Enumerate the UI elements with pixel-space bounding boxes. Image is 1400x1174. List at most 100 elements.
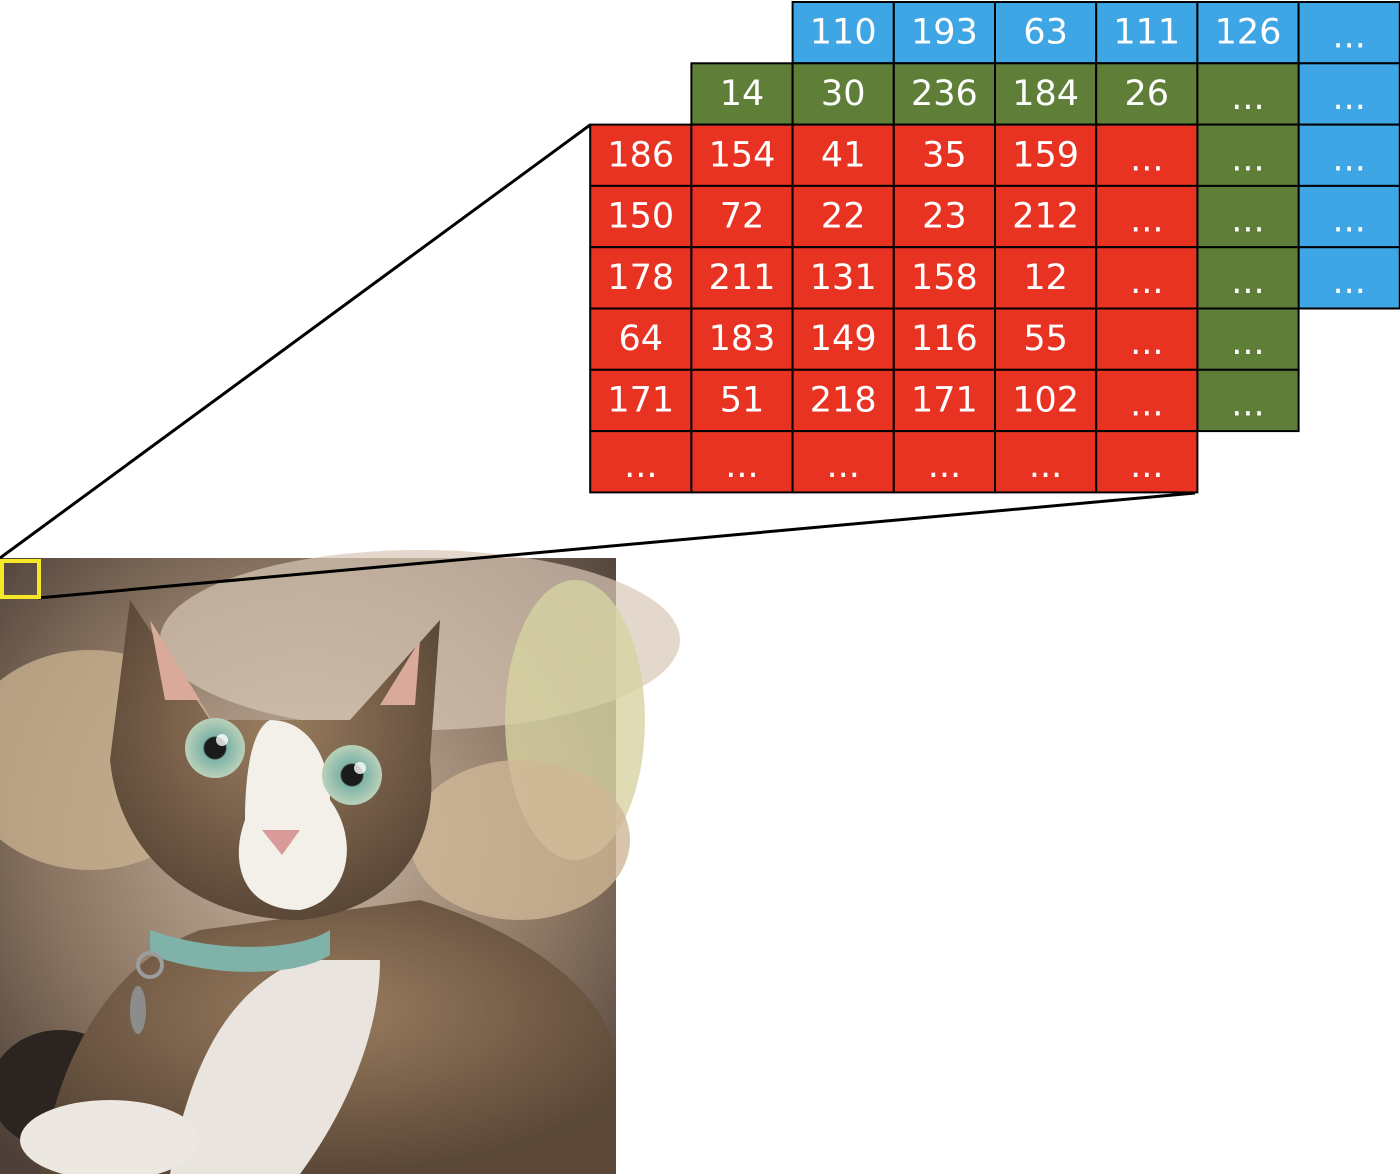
red-cell — [994, 368, 1098, 433]
red-channel-grid: 186 154 41 35 159 ... 150 72 22 23 212 ... 178 211 131… — [589, 123, 1199, 494]
red-cell-value: 51 — [720, 380, 765, 420]
red-cell-value: 150 — [607, 197, 674, 237]
green-cell — [1196, 184, 1300, 249]
green-cell — [994, 62, 1098, 126]
blue-cell-value: ... — [1333, 139, 1366, 179]
red-cell-value: 35 — [922, 135, 967, 175]
green-cell-value: 26 — [1125, 74, 1170, 114]
red-cell-value: ... — [1130, 139, 1163, 179]
red-cell — [1095, 246, 1199, 310]
red-cell-value: ... — [827, 446, 860, 486]
red-cell — [791, 307, 895, 371]
green-cell — [1196, 123, 1300, 187]
red-cell-value: ... — [928, 446, 961, 486]
blue-cell — [892, 1, 996, 65]
red-cell-value: 131 — [810, 258, 877, 298]
red-cell-value: ... — [1130, 446, 1163, 486]
green-cell-value: 30 — [821, 74, 866, 114]
blue-cell — [1297, 184, 1400, 249]
green-cell-value: 14 — [720, 74, 765, 114]
red-cell-value: 154 — [709, 135, 776, 175]
red-cell-value: 159 — [1012, 135, 1079, 175]
red-cell — [589, 430, 693, 494]
blue-cell-value: 110 — [810, 13, 877, 53]
green-cell-value: ... — [1231, 323, 1264, 363]
red-cell — [589, 123, 693, 187]
red-cell-value: 116 — [911, 319, 978, 359]
red-cell-value: ... — [1130, 262, 1163, 302]
red-cell-value: 171 — [607, 380, 674, 420]
connector-line-upper — [0, 123, 591, 560]
blue-cell-value: 193 — [911, 13, 978, 53]
red-cell — [589, 307, 693, 371]
blue-cell — [1297, 62, 1400, 126]
blue-cell — [1095, 1, 1199, 65]
red-cell-value: 211 — [709, 258, 776, 298]
red-cell-value: 186 — [607, 135, 674, 175]
blue-cell-value: ... — [1333, 201, 1366, 241]
red-cell-value: 218 — [810, 380, 877, 420]
blue-cell-value: 63 — [1023, 13, 1068, 53]
green-cell — [1196, 246, 1300, 310]
green-cell — [892, 62, 996, 126]
zoom-connector — [0, 123, 1196, 600]
red-cell — [589, 184, 693, 249]
green-cell-value: ... — [1231, 139, 1264, 179]
red-cell-value: ... — [1130, 201, 1163, 241]
red-cell — [994, 246, 1098, 310]
red-cell — [892, 123, 996, 187]
blue-cell — [1196, 1, 1300, 65]
red-cell — [791, 184, 895, 249]
red-cell-value: ... — [1029, 446, 1062, 486]
blue-cell-value: 126 — [1215, 13, 1282, 53]
red-cell — [892, 430, 996, 494]
green-cell — [690, 62, 794, 126]
red-cell — [791, 246, 895, 310]
red-cell-value: 23 — [922, 197, 967, 237]
red-cell-value: 158 — [911, 258, 978, 298]
blue-cell-value: ... — [1333, 262, 1366, 302]
red-cell-value: 102 — [1012, 380, 1079, 420]
red-cell-value: 171 — [911, 380, 978, 420]
blue-cell — [1297, 246, 1400, 310]
red-cell — [589, 368, 693, 433]
red-cell-value: 12 — [1023, 258, 1068, 298]
blue-cell-value: ... — [1333, 17, 1366, 57]
green-cell-value: 236 — [911, 74, 978, 114]
selection-box — [0, 559, 41, 599]
red-cell — [1095, 184, 1199, 249]
green-cell-value: ... — [1231, 201, 1264, 241]
red-cell-value: ... — [725, 446, 758, 486]
red-cell — [589, 246, 693, 310]
green-cell — [1095, 62, 1199, 126]
red-cell-value: 22 — [821, 197, 866, 237]
red-cell — [1095, 430, 1199, 494]
red-cell — [1095, 307, 1199, 371]
red-cell-value: ... — [1130, 384, 1163, 424]
cat-photo — [0, 550, 680, 1174]
blue-cell-value: 111 — [1113, 13, 1180, 53]
green-cell-value: ... — [1231, 78, 1264, 118]
red-cell — [892, 246, 996, 310]
red-cell-value: ... — [1130, 323, 1163, 363]
red-cell — [994, 123, 1098, 187]
red-cell-value: 212 — [1012, 197, 1079, 237]
connector-line-lower — [37, 491, 1196, 600]
red-cell-value: 178 — [607, 258, 674, 298]
red-cell-value: 55 — [1023, 319, 1068, 359]
red-cell — [690, 246, 794, 310]
green-cell-value: ... — [1231, 384, 1264, 424]
green-cell-value: ... — [1231, 262, 1264, 302]
red-cell — [690, 430, 794, 494]
red-cell-value: 149 — [810, 319, 877, 359]
red-cell — [994, 307, 1098, 371]
green-cell-value: 184 — [1012, 74, 1079, 114]
red-cell-value: 64 — [619, 319, 664, 359]
blue-cell-value: ... — [1333, 78, 1366, 118]
red-cell — [994, 430, 1098, 494]
red-cell-value: 183 — [709, 319, 776, 359]
red-cell-value: 41 — [821, 135, 866, 175]
red-cell-value: 72 — [720, 197, 765, 237]
red-cell — [791, 430, 895, 494]
